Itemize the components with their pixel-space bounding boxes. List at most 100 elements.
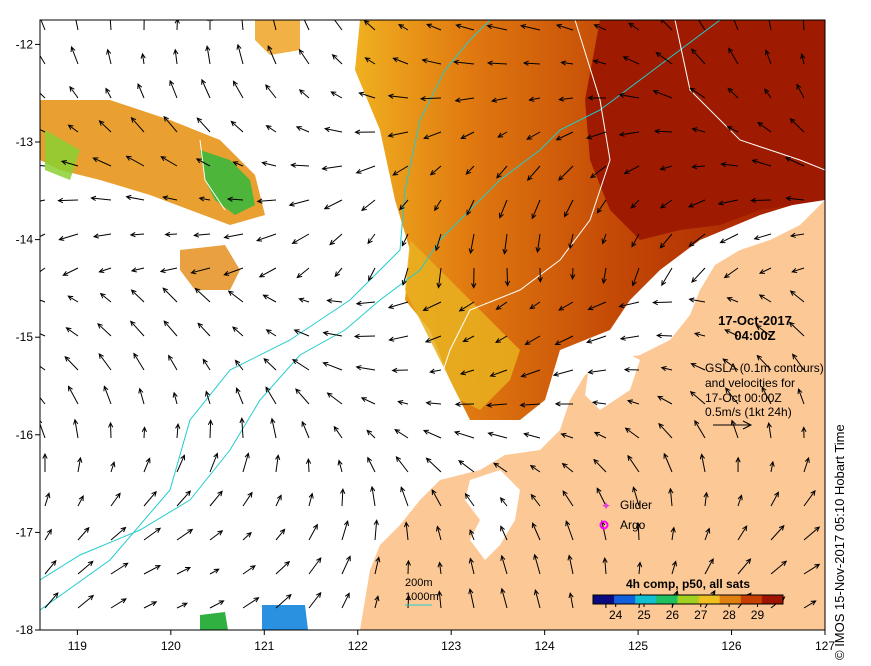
velocity-arrow (801, 426, 807, 439)
velocity-arrow (143, 527, 162, 541)
velocity-arrow (77, 594, 95, 609)
velocity-arrow (768, 20, 772, 31)
velocity-arrow (758, 294, 772, 303)
velocity-arrow (205, 45, 211, 65)
velocity-arrow (464, 492, 475, 507)
velocity-arrow (193, 232, 211, 238)
velocity-arrow (44, 592, 59, 609)
velocity-arrow (305, 458, 312, 473)
velocity-arrow (242, 597, 260, 609)
velocity-arrow (468, 557, 475, 575)
velocity-arrow (601, 233, 607, 245)
velocity-arrow (770, 560, 788, 575)
velocity-arrow (596, 487, 607, 507)
velocity-arrow (554, 401, 574, 407)
x-tick-label: 122 (348, 639, 368, 653)
velocity-arrow (560, 60, 574, 66)
velocity-arrow (270, 417, 277, 439)
velocity-arrow (265, 84, 277, 99)
glider-label: Glider (620, 498, 652, 512)
velocity-arrow (227, 290, 244, 303)
velocity-arrow (398, 24, 409, 31)
velocity-arrow (630, 199, 640, 209)
velocity-arrow (691, 267, 706, 283)
velocity-arrow (619, 335, 640, 341)
velocity-arrow (529, 464, 541, 473)
velocity-arrow (561, 462, 574, 473)
sst-north-patch (255, 20, 300, 55)
velocity-arrow (524, 335, 541, 345)
velocity-arrow (730, 419, 739, 439)
colorbar-tick-label: 27 (694, 608, 708, 622)
velocity-arrow (519, 402, 541, 408)
velocity-arrow (789, 290, 805, 303)
velocity-arrow (691, 164, 706, 170)
velocity-arrow (265, 125, 277, 133)
velocity-arrow (803, 600, 817, 609)
velocity-arrow (370, 485, 376, 507)
velocity-arrow (340, 488, 346, 507)
velocity-arrow (355, 300, 376, 306)
velocity-arrow (267, 44, 277, 65)
velocity-arrow (719, 233, 739, 244)
velocity-arrow (764, 88, 772, 99)
velocity-arrow (459, 369, 475, 376)
velocity-arrow (355, 165, 376, 174)
x-tick-label: 121 (254, 639, 274, 653)
velocity-arrow (699, 453, 706, 473)
velocity-arrow (789, 117, 805, 133)
velocity-arrow (337, 459, 343, 473)
info-line-3: 17-Oct 00:00Z (705, 391, 782, 405)
velocity-arrow (552, 369, 574, 377)
velocity-arrow (62, 267, 79, 276)
isobath-1000m (40, 20, 721, 611)
velocity-arrow (766, 421, 772, 439)
velocity-arrow (660, 366, 673, 372)
colorbar-segment (677, 595, 700, 604)
velocity-arrow (172, 391, 178, 405)
velocity-arrow (263, 357, 277, 371)
y-tick-label: -15 (16, 330, 34, 344)
velocity-arrow (661, 267, 673, 287)
velocity-arrow (589, 165, 607, 179)
velocity-arrow (623, 165, 640, 175)
velocity-arrow (726, 296, 739, 303)
colorbar-tick-label: 28 (722, 608, 736, 622)
x-tick-label: 127 (815, 639, 835, 653)
velocity-arrow (110, 598, 127, 609)
velocity-arrow (373, 519, 379, 541)
velocity-arrow (803, 456, 810, 473)
velocity-arrow (637, 561, 643, 575)
velocity-arrow (275, 454, 281, 473)
velocity-arrow (209, 490, 223, 507)
velocity-arrow (655, 332, 673, 339)
isobath-200-label: 200m (405, 577, 433, 589)
velocity-arrow (387, 93, 409, 99)
velocity-arrow (723, 267, 739, 279)
velocity-arrow (722, 358, 739, 371)
plot-frame (39, 19, 826, 631)
velocity-arrow (207, 419, 214, 439)
velocity-arrow (587, 369, 607, 375)
velocity-arrow (129, 232, 145, 238)
velocity-arrow (668, 487, 674, 507)
velocity-arrow (596, 199, 607, 214)
velocity-arrow (435, 525, 442, 541)
velocity-arrow (141, 426, 147, 439)
velocity-arrow (531, 522, 541, 541)
velocity-arrow (728, 47, 739, 65)
velocity-arrow (110, 562, 129, 575)
time-label: 04:00Z (734, 328, 775, 343)
velocity-arrow (355, 365, 376, 371)
velocity-arrow (533, 553, 541, 575)
velocity-arrow (587, 301, 607, 311)
velocity-arrow (108, 421, 114, 439)
velocity-arrow (130, 116, 145, 133)
velocity-arrow (105, 87, 112, 99)
velocity-arrow (419, 95, 442, 102)
velocity-arrow (64, 355, 79, 371)
colorbar-title: 4h comp, p50, all sats (626, 577, 750, 591)
velocity-arrow (296, 267, 310, 279)
velocity-arrow (429, 368, 442, 374)
colorbar-frame (592, 594, 784, 605)
